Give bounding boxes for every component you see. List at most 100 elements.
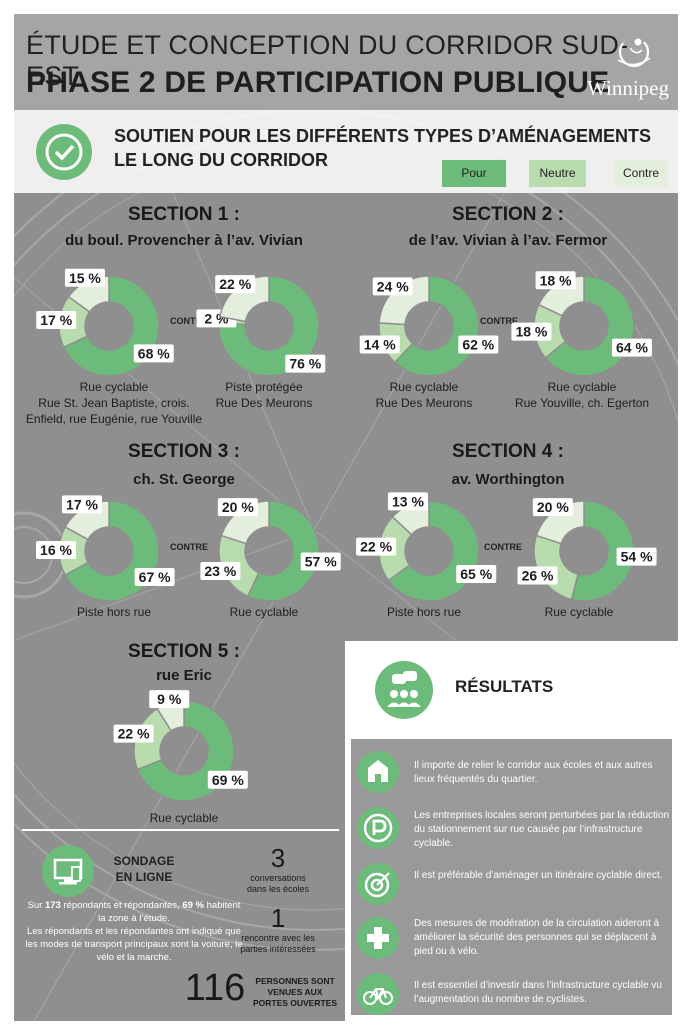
stat-visitors-label-1: PERSONNES SONT (255, 976, 335, 986)
chart-5-label-pour: 67 % (139, 569, 171, 585)
divider (22, 829, 339, 831)
donut-charts: 68 %17 %15 %76 %2 %22 %62 %14 %24 %64 %1… (36, 268, 657, 802)
section-2-subtitle: de l’av. Vivian à l’av. Fermor (408, 232, 608, 249)
section-4-contre-label: CONTRE (484, 542, 522, 552)
stat-meeting-label-2: parties intéressées (240, 944, 316, 954)
chart-6-label-contre: 20 % (222, 499, 254, 515)
chart-3-label-neutre: 14 % (364, 337, 396, 353)
stat-meeting-value: 1 (270, 903, 286, 933)
chart-6-label-bg (300, 552, 341, 571)
results-title: RÉSULTATS (455, 677, 554, 696)
chart-1-caption-line-3: Enfield, rue Eugénie, rue Youville (25, 412, 203, 426)
sondage-respondents: 173 (44, 900, 61, 911)
chart-3-caption: Rue cyclable Rue Des Meurons (354, 379, 494, 411)
section-4-title: SECTION 4 : (452, 441, 564, 462)
chart-1-caption-line-1: Rue cyclable (79, 380, 149, 394)
result-text-5: Il est essentiel d’investir dans l’infra… (414, 980, 662, 1005)
chart-2-label-bg (285, 354, 326, 373)
chart-4-label-neutre: 18 % (515, 324, 547, 340)
chart-9-label-bg (207, 770, 248, 789)
legend-neutre: Neutre (529, 160, 586, 187)
chart-4-caption: Rue cyclable Rue Youville, ch. Egerton (502, 379, 662, 411)
cross-icon (357, 917, 399, 959)
chart-5-label-contre: 17 % (66, 496, 98, 512)
chart-7-label-bg (387, 492, 428, 511)
chart-5-caption: Piste hors rue (76, 605, 152, 619)
chart-1-label-pour: 68 % (138, 345, 170, 361)
chart-1-label-bg (64, 268, 105, 287)
logo-swirl-icon (617, 36, 651, 68)
sondage-text-2: Les répondants et les répondantes ont in… (25, 926, 243, 963)
chart-7-label-neutre: 22 % (360, 539, 392, 555)
chart-3-label-bg (372, 277, 413, 296)
chart-8-slice-pour (570, 500, 635, 602)
chart-heading-line-1: SOUTIEN POUR LES DIFFÉRENTS TYPES D’AMÉN… (114, 126, 652, 146)
chart-7-label-contre: 13 % (392, 493, 424, 509)
parking-icon (357, 807, 399, 849)
stat-visitors-value: 116 (184, 967, 246, 1009)
chart-heading-line-2: LE LONG DU CORRIDOR (114, 150, 328, 170)
header-banner: ÉTUDE ET CONCEPTION DU CORRIDOR SUD-EST … (14, 14, 678, 110)
chart-6-label-neutre: 23 % (204, 563, 236, 579)
stat-visitors-label-3: PORTES OUVERTES (252, 998, 338, 1008)
chart-1-caption: Rue cyclable Rue St. Jean Baptiste, croi… (14, 379, 214, 427)
section-5-subtitle: rue Eric (156, 667, 212, 684)
logo-text: Winnipeg (587, 76, 669, 100)
chart-7-label-bg (456, 565, 497, 584)
chart-1-label-neutre: 17 % (40, 312, 72, 328)
sondage-title: SONDAGE EN LIGNE (104, 853, 184, 885)
section-4-subtitle: av. Worthington (451, 471, 565, 488)
section-3-contre-label: CONTRE (170, 542, 208, 552)
chart-4-label-bg (535, 271, 576, 290)
chart-9-caption: Rue cyclable (149, 811, 219, 825)
chart-6-label-pour: 57 % (305, 554, 337, 570)
chart-8-label-bg (532, 498, 573, 517)
section-3-subtitle: ch. St. George (133, 471, 235, 488)
section-2-contre-label: CONTRE (480, 316, 518, 326)
results-panel: RÉSULTATS Il importe de relier le corrid… (345, 641, 678, 1021)
check-icon (36, 124, 92, 180)
discussion-icon (375, 661, 433, 719)
chart-2-slice-pour (218, 275, 320, 377)
stat-visitors-label: PERSONNES SONT VENUES AUX PORTES OUVERTE… (250, 976, 340, 1009)
main-panel: SOUTIEN POUR LES DIFFÉRENTS TYPES D’AMÉN… (14, 110, 678, 1021)
chart-3-slice-contre (378, 275, 430, 326)
stat-visitors-label-2: VENUES AUX (267, 987, 323, 997)
chart-4-label-bg (611, 338, 652, 357)
stat-conversations-label: conversations dans les écoles (238, 873, 318, 895)
bicycle-icon (357, 973, 399, 1015)
sondage-title-line-1: SONDAGE (113, 854, 175, 868)
legend-contre: Contre (614, 160, 668, 187)
chart-8-label-bg (616, 547, 657, 566)
chart-1-label-bg (36, 311, 77, 330)
target-icon (357, 863, 399, 905)
result-text-2: Les entreprises locales seront perturbée… (414, 810, 670, 849)
results-list: Il importe de relier le corridor aux éco… (351, 739, 672, 1015)
chart-6-caption: Rue cyclable (229, 605, 299, 619)
chart-6-slice-pour (246, 500, 320, 602)
chart-2-label-pour: 76 % (289, 356, 321, 372)
stat-conversations-value: 3 (270, 843, 286, 873)
chart-2-slice-contre (219, 275, 270, 323)
chart-3-label-contre: 24 % (377, 278, 409, 294)
stat-meeting-label: rencontre avec les parties intéressées (233, 933, 323, 955)
chart-heading: SOUTIEN POUR LES DIFFÉRENTS TYPES D’AMÉN… (114, 124, 674, 172)
school-icon (357, 751, 399, 793)
section-3-title: SECTION 3 : (128, 441, 240, 462)
sondage-text-mid: répondants et répondantes, (60, 900, 183, 911)
chart-4-slice-pour (544, 275, 635, 377)
title-line-1: ÉTUDE ET CONCEPTION DU CORRIDOR SUD-EST (26, 30, 629, 91)
stat-meeting-label-1: rencontre avec les (241, 933, 315, 943)
chart-1-label-contre: 15 % (69, 270, 101, 286)
chart-3-slice-pour (393, 275, 480, 377)
chart-5-label-bg (36, 541, 76, 559)
chart-9-label-neutre: 22 % (118, 726, 150, 742)
chart-8-label-pour: 54 % (621, 549, 653, 565)
result-text-1: Il importe de relier le corridor aux éco… (414, 760, 653, 785)
chart-8-caption: Rue cyclable (544, 605, 614, 619)
chart-2-label-bg (215, 275, 256, 294)
sondage-text: Sur 173 répondants et répondantes, 69 % … (24, 899, 244, 964)
chart-6-label-bg (217, 498, 258, 517)
chart-2-label-contre: 22 % (219, 276, 251, 292)
chart-7-label-bg (356, 537, 397, 556)
